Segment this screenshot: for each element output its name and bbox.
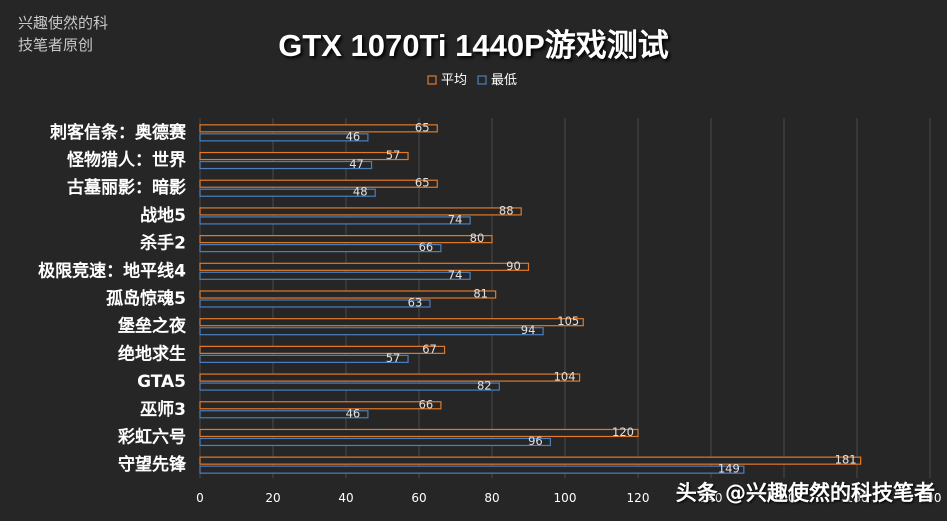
bar-min xyxy=(199,271,471,280)
x-tick-label: 80 xyxy=(484,491,499,505)
bar-min xyxy=(199,133,369,142)
category-label: 孤岛惊魂5 xyxy=(106,288,186,309)
chart-title: GTX 1070Ti 1440P游戏测试 xyxy=(278,28,669,63)
bar-avg xyxy=(199,428,639,438)
data-label-avg: 104 xyxy=(554,370,576,384)
bar-min xyxy=(199,160,373,170)
data-label-min: 48 xyxy=(353,185,368,199)
category-label: 守望先锋 xyxy=(118,454,187,475)
bar-min xyxy=(199,410,369,419)
data-label-min: 96 xyxy=(528,434,543,448)
data-label-avg: 57 xyxy=(386,148,401,162)
bar-min xyxy=(199,465,745,474)
x-tick-label: 180 xyxy=(846,491,869,505)
bar-min xyxy=(199,354,409,363)
category-label: 极限竞速：地平线4 xyxy=(38,260,186,281)
category-label: 古墓丽影：暗影 xyxy=(67,177,186,198)
data-label-min: 66 xyxy=(419,240,434,254)
x-tick-label: 120 xyxy=(627,491,650,505)
data-label-avg: 90 xyxy=(506,259,521,273)
category-label: 彩虹六号 xyxy=(117,426,186,447)
category-label: 战地5 xyxy=(140,205,186,226)
bar-min xyxy=(199,327,544,336)
data-label-min: 149 xyxy=(718,462,740,476)
bar-avg xyxy=(199,456,862,465)
data-label-avg: 66 xyxy=(419,397,434,411)
data-label-avg: 65 xyxy=(415,120,430,134)
bar-avg xyxy=(199,207,522,216)
data-label-min: 46 xyxy=(346,406,361,420)
data-label-avg: 80 xyxy=(470,231,485,245)
bar-min xyxy=(199,437,551,447)
bar-avg xyxy=(199,290,497,299)
bar-avg xyxy=(199,124,438,133)
x-tick-label: 20 xyxy=(265,491,280,505)
data-label-avg: 88 xyxy=(499,203,514,217)
bar-avg xyxy=(199,262,530,271)
data-label-min: 63 xyxy=(408,296,423,310)
legend-label-avg: 平均 xyxy=(441,73,467,88)
watermark-text-top: 兴趣使然的科技笔者原创 xyxy=(18,14,109,54)
data-label-avg: 81 xyxy=(473,287,488,301)
category-label: 巫师3 xyxy=(140,399,186,420)
x-tick-label: 60 xyxy=(411,491,426,505)
legend-swatch-min xyxy=(477,75,487,85)
data-label-avg: 181 xyxy=(835,453,857,467)
category-label: 杀手2 xyxy=(140,233,186,254)
x-tick-label: 40 xyxy=(338,491,353,505)
bar-avg xyxy=(199,235,493,244)
bar-avg xyxy=(199,179,438,188)
x-tick-label: 140 xyxy=(700,491,723,505)
bar-avg xyxy=(199,318,584,327)
bar-min xyxy=(199,382,500,391)
bar-min xyxy=(199,299,431,308)
x-tick-label: 0 xyxy=(196,491,204,505)
x-tick-label: 200 xyxy=(919,491,942,505)
category-label: 堡垒之夜 xyxy=(118,316,187,337)
data-label-min: 57 xyxy=(386,351,401,365)
data-label-min: 74 xyxy=(448,212,463,226)
legend-label-min: 最低 xyxy=(491,73,517,88)
bar-avg xyxy=(199,345,446,354)
category-label: 怪物猎人：世界 xyxy=(67,150,186,171)
data-label-avg: 105 xyxy=(557,314,579,328)
bar-avg xyxy=(199,373,581,382)
legend-swatch-avg xyxy=(427,75,437,85)
bar-avg xyxy=(199,401,442,410)
bar-min xyxy=(199,188,376,197)
data-label-avg: 67 xyxy=(422,342,437,356)
category-label: GTA5 xyxy=(137,372,186,392)
bar-min xyxy=(199,244,442,253)
data-label-min: 74 xyxy=(448,268,463,282)
x-tick-label: 100 xyxy=(554,491,577,505)
bar-min xyxy=(199,216,471,225)
x-tick-label: 160 xyxy=(773,491,796,505)
category-label: 绝地求生 xyxy=(118,343,186,364)
data-label-min: 94 xyxy=(521,323,536,337)
watermark-text-bottom: 头条 @兴趣使然的科技笔者 xyxy=(675,481,935,505)
bar-avg xyxy=(199,151,409,161)
data-label-min: 47 xyxy=(349,157,364,171)
category-label: 刺客信条：奥德赛 xyxy=(50,122,187,143)
data-label-avg: 65 xyxy=(415,176,430,190)
data-label-avg: 120 xyxy=(612,425,634,439)
data-label-min: 82 xyxy=(477,379,492,393)
data-label-min: 46 xyxy=(346,129,361,143)
